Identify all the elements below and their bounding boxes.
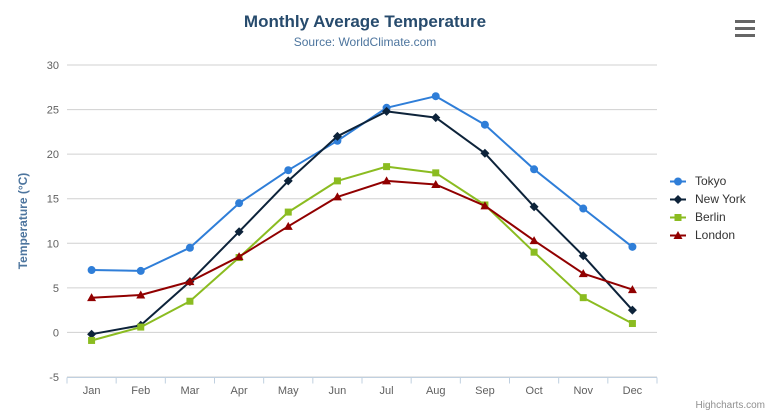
- legend-item-new-york[interactable]: New York: [670, 190, 746, 208]
- data-point-marker[interactable]: [431, 92, 440, 101]
- y-axis-label: 30: [47, 60, 59, 72]
- export-menu-button[interactable]: [733, 18, 757, 39]
- x-axis-label: Apr: [231, 385, 248, 397]
- hamburger-icon: [735, 27, 755, 30]
- data-point-marker[interactable]: [283, 176, 293, 186]
- data-point-marker[interactable]: [186, 297, 194, 305]
- y-axis-label: 20: [47, 149, 59, 161]
- data-point-marker[interactable]: [578, 251, 588, 261]
- data-point-marker[interactable]: [628, 320, 636, 328]
- series-line: [90, 179, 634, 299]
- legend-marker-shape: [674, 177, 682, 185]
- data-point-marker[interactable]: [283, 221, 293, 230]
- legend-marker-icon: [670, 230, 686, 239]
- data-point-marker[interactable]: [529, 202, 539, 212]
- legend-item-london[interactable]: London: [670, 226, 746, 244]
- y-axis-label: 0: [53, 327, 59, 339]
- data-point-marker[interactable]: [530, 248, 538, 256]
- legend-marker-shape: [673, 194, 683, 204]
- legend-marker-shape: [674, 213, 682, 221]
- data-point-marker[interactable]: [332, 192, 342, 201]
- data-point-marker[interactable]: [431, 179, 441, 188]
- y-axis-label: 15: [47, 194, 59, 206]
- legend-marker-icon: [670, 213, 686, 221]
- data-point-marker[interactable]: [333, 177, 341, 185]
- hamburger-icon: [735, 20, 755, 23]
- chart-title: Monthly Average Temperature: [243, 12, 487, 31]
- x-axis-label: Oct: [526, 385, 543, 397]
- x-axis-label: Sep: [475, 385, 495, 397]
- x-axis-label: Jan: [83, 385, 101, 397]
- data-point-marker[interactable]: [627, 285, 637, 294]
- x-axis-label: Aug: [426, 385, 446, 397]
- data-point-marker[interactable]: [579, 204, 588, 213]
- data-point-marker[interactable]: [136, 266, 145, 275]
- series-london: [87, 176, 637, 302]
- series-new-york: [87, 106, 637, 339]
- legend-marker-shape: [673, 230, 683, 239]
- data-point-marker[interactable]: [185, 243, 194, 252]
- data-point-marker[interactable]: [87, 329, 97, 339]
- data-point-marker[interactable]: [87, 293, 97, 302]
- data-point-marker[interactable]: [235, 199, 244, 208]
- hamburger-icon: [735, 34, 755, 37]
- data-point-marker[interactable]: [431, 113, 441, 123]
- legend-item-label: Berlin: [695, 210, 726, 224]
- credits-link[interactable]: Highcharts.com: [695, 400, 765, 411]
- data-point-marker[interactable]: [529, 236, 539, 245]
- legend-marker-icon: [670, 194, 686, 204]
- series-tokyo: [87, 92, 637, 275]
- data-point-marker[interactable]: [383, 163, 391, 171]
- legend-item-label: London: [695, 228, 736, 242]
- y-axis-label: 25: [47, 105, 59, 117]
- series-line: [90, 95, 634, 272]
- data-point-marker[interactable]: [432, 169, 440, 177]
- legend-item-berlin[interactable]: Berlin: [670, 208, 746, 226]
- chart-subtitle: Source: WorldClimate.com: [293, 35, 437, 49]
- data-point-marker[interactable]: [382, 176, 392, 185]
- y-axis-label: -5: [49, 372, 59, 384]
- x-axis-label: Mar: [180, 385, 199, 397]
- data-point-marker[interactable]: [137, 323, 145, 331]
- data-point-marker[interactable]: [234, 227, 244, 237]
- x-axis-label: Jul: [380, 385, 394, 397]
- legend: Tokyo New York Berlin London: [670, 172, 746, 244]
- x-axis-label: May: [278, 385, 299, 397]
- legend-item-tokyo[interactable]: Tokyo: [670, 172, 746, 190]
- x-axis-label: Dec: [623, 385, 643, 397]
- x-axis-label: Jun: [329, 385, 347, 397]
- data-point-marker[interactable]: [382, 106, 392, 116]
- data-point-marker[interactable]: [284, 166, 293, 175]
- y-axis-label: 10: [47, 238, 59, 250]
- data-point-marker[interactable]: [627, 305, 637, 315]
- data-point-marker[interactable]: [480, 201, 490, 210]
- data-point-marker[interactable]: [88, 336, 96, 344]
- data-point-marker[interactable]: [628, 242, 637, 251]
- data-point-marker[interactable]: [480, 148, 490, 158]
- data-point-marker[interactable]: [578, 269, 588, 278]
- data-point-marker[interactable]: [530, 165, 539, 174]
- y-axis-label: 5: [53, 283, 59, 295]
- y-axis-title: Temperature (°C): [16, 173, 30, 270]
- x-axis-label: Feb: [131, 385, 150, 397]
- legend-marker-icon: [670, 177, 686, 185]
- data-point-marker[interactable]: [480, 120, 489, 129]
- series-line: [90, 165, 634, 342]
- x-axis-label: Nov: [573, 385, 593, 397]
- legend-item-label: Tokyo: [695, 174, 727, 188]
- data-point-marker[interactable]: [87, 266, 96, 275]
- data-point-marker[interactable]: [136, 290, 146, 299]
- data-point-marker[interactable]: [234, 252, 244, 261]
- data-point-marker[interactable]: [579, 294, 587, 302]
- legend-item-label: New York: [695, 192, 746, 206]
- data-point-marker[interactable]: [284, 208, 292, 216]
- data-point-marker[interactable]: [185, 277, 195, 286]
- data-point-marker[interactable]: [332, 131, 342, 141]
- series-line: [90, 110, 634, 336]
